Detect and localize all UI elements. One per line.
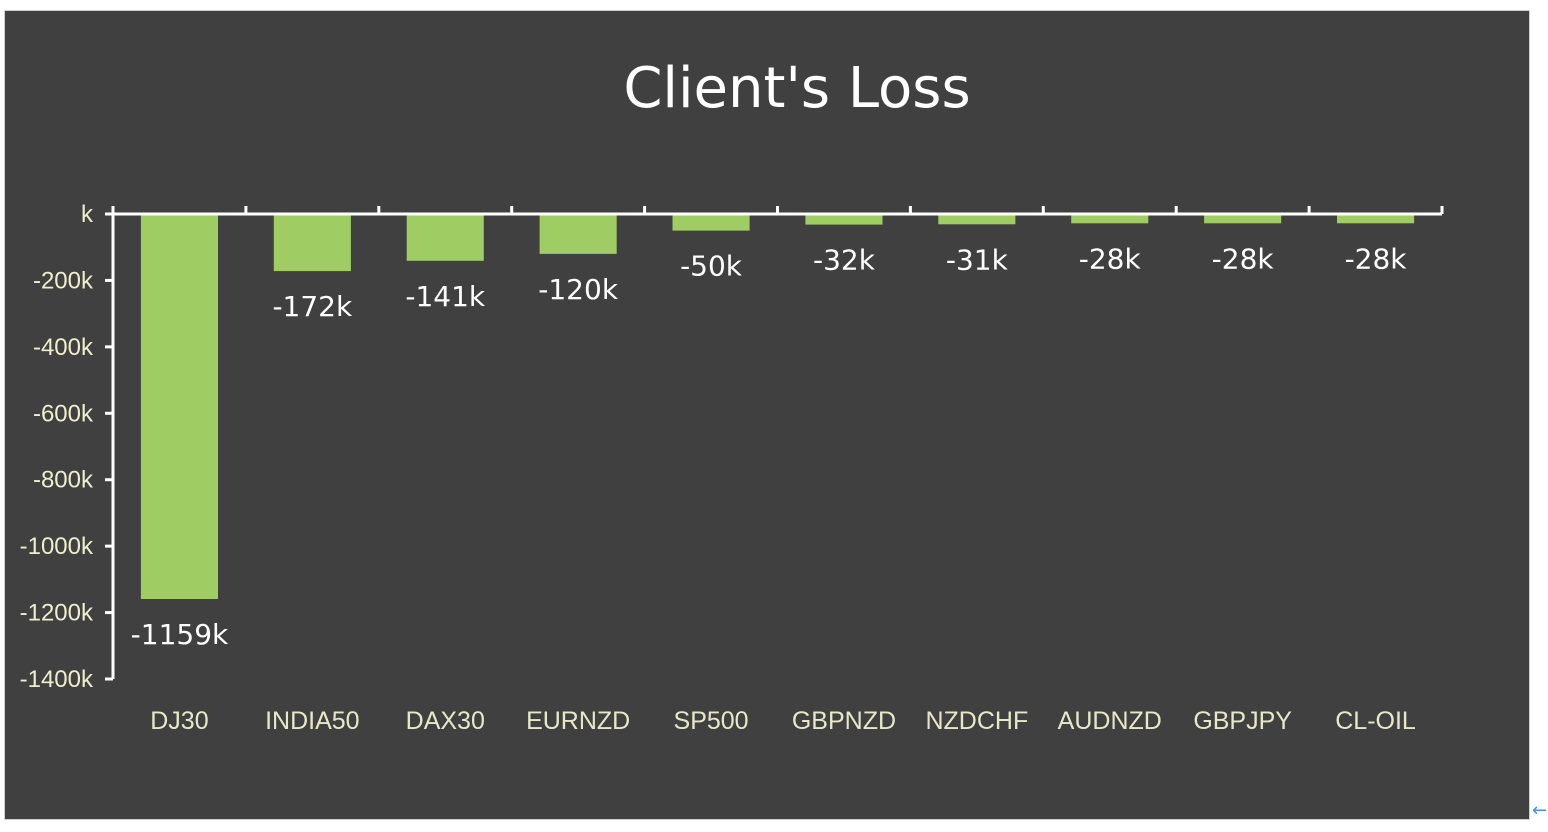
bar-nzdchf: [938, 214, 1016, 225]
y-axis: k -200k -400k -600k -800k -1000k -1200k -1400k: [20, 201, 115, 693]
y-tick-label: -200k: [33, 267, 94, 294]
arrow-left-icon: ←: [1532, 800, 1548, 821]
bar-india50: [273, 214, 351, 272]
bar-dj30: [140, 214, 218, 599]
data-label-india50: -172k: [272, 290, 353, 323]
data-label-cl-oil: -28k: [1345, 242, 1408, 275]
data-label-gbpnzd: -32k: [813, 244, 876, 277]
data-label-sp500: -50k: [680, 250, 743, 283]
x-axis: DJ30 INDIA50 DAX30 EURNZD SP500 GBPNZD NZDCHF A…: [111, 206, 1444, 735]
bar-dax30: [406, 214, 484, 261]
x-tick-label-dj30: DJ30: [150, 707, 208, 735]
x-tick-label-audnzd: AUDNZD: [1058, 707, 1162, 735]
chart-title: Client's Loss: [623, 56, 970, 121]
x-tick-label-india50: INDIA50: [265, 707, 359, 735]
y-tick-label: -1000k: [20, 533, 94, 560]
y-tick-label: -600k: [33, 400, 94, 427]
chart-area: Client's Loss k -200k -400k -600k -800k -1000…: [4, 10, 1530, 820]
data-label-nzdchf: -31k: [946, 243, 1009, 276]
bar-sp500: [672, 214, 750, 231]
y-tick-label: -800k: [33, 467, 94, 494]
bar-cl-oil: [1337, 214, 1415, 224]
bar-gbpjpy: [1204, 214, 1282, 224]
bar-gbpnzd: [805, 214, 883, 225]
data-label-audnzd: -28k: [1079, 242, 1142, 275]
x-tick-label-eurnzd: EURNZD: [526, 707, 630, 735]
y-tick-label: k: [81, 201, 94, 228]
x-tick-label-cl-oil: CL-OIL: [1335, 707, 1416, 735]
bar-chart: Client's Loss k -200k -400k -600k -800k -1000…: [20, 56, 1444, 735]
data-labels-group: -1159k -172k -141k -120k -50k -32k -31k -28k -28…: [131, 242, 1408, 651]
x-tick-label-gbpnzd: GBPNZD: [792, 707, 896, 735]
x-tick-label-dax30: DAX30: [406, 707, 485, 735]
data-label-dax30: -141k: [405, 280, 486, 313]
y-tick-label: -1400k: [20, 666, 94, 693]
y-tick-label: -1200k: [20, 600, 94, 627]
x-tick-label-sp500: SP500: [674, 707, 749, 735]
data-label-eurnzd: -120k: [538, 273, 619, 306]
data-label-dj30: -1159k: [131, 618, 229, 651]
y-tick-label: -400k: [33, 334, 94, 361]
bars-group: [140, 214, 1415, 599]
bar-audnzd: [1071, 214, 1149, 224]
data-label-gbpjpy: -28k: [1212, 242, 1275, 275]
x-tick-label-nzdchf: NZDCHF: [925, 707, 1028, 735]
x-tick-label-gbpjpy: GBPJPY: [1193, 707, 1292, 735]
bar-eurnzd: [539, 214, 617, 254]
